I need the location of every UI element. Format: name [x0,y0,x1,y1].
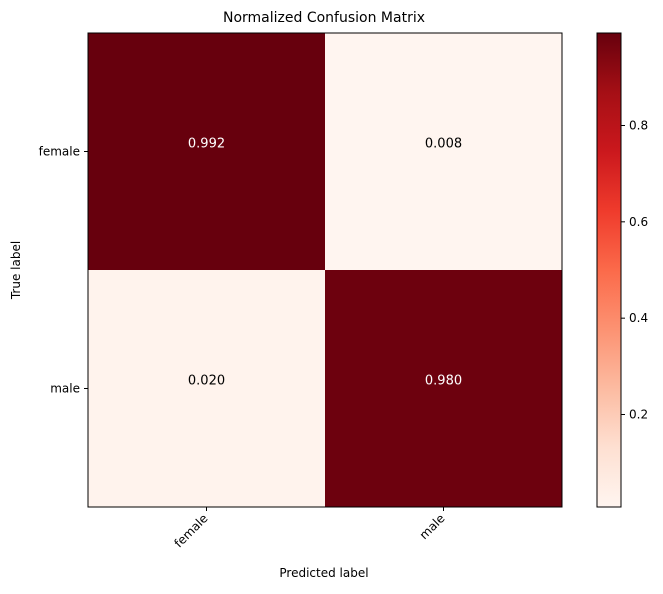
colorbar-tick-label: 0.8 [629,118,648,132]
x-tick-label: female [171,511,210,550]
colorbar-ticks: 0.2 0.4 0.6 0.8 [621,118,648,422]
heatmap-cell-male-female [88,270,325,507]
y-axis-label: True label [9,241,23,300]
chart-title: Normalized Confusion Matrix [223,10,425,26]
cell-value-label: 0.992 [188,137,225,152]
y-tick-label: female [39,145,80,159]
y-axis-ticks: female male [39,145,88,396]
heatmap-cells: 0.992 0.008 0.020 0.980 [88,33,562,507]
colorbar-tick-label: 0.2 [629,408,648,422]
heatmap-cell-male-male [325,270,562,507]
plot-frame [87,32,563,508]
colorbar: 0.2 0.4 0.6 0.8 [596,32,648,508]
y-tick-label: male [50,382,80,396]
heatmap-cell-female-male [325,33,562,270]
colorbar-tick-label: 0.4 [629,311,648,325]
heatmap-cell-female-female [88,33,325,270]
x-tick-label: male [417,511,448,542]
x-axis-label: Predicted label [279,566,368,580]
colorbar-gradient [596,32,622,508]
cell-value-label: 0.980 [425,374,462,389]
cell-value-label: 0.020 [188,374,225,389]
cell-value-label: 0.008 [425,137,462,152]
x-axis-ticks: female male [171,507,448,550]
colorbar-tick-label: 0.6 [629,215,648,229]
